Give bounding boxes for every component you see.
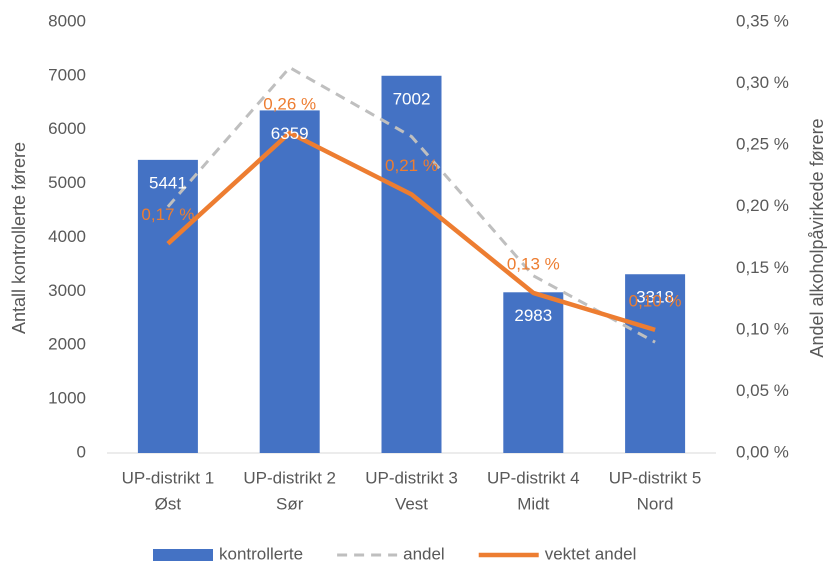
- x-tick-label: Midt: [517, 494, 549, 513]
- bar: [625, 274, 686, 453]
- x-tick-label: UP-distrikt 2: [243, 468, 336, 487]
- x-tick-label: UP-distrikt 4: [487, 468, 580, 487]
- bar-value-label: 3318: [636, 288, 674, 307]
- line-value-label: 0,21 %: [385, 156, 438, 175]
- y2-tick-label: 0,25 %: [736, 135, 789, 154]
- y2-axis-title: Andel alkoholpåvirkede førere: [807, 118, 827, 357]
- bar-value-label: 2983: [514, 306, 552, 325]
- bar-value-label: 5441: [149, 173, 187, 192]
- y2-tick-label: 0,20 %: [736, 196, 789, 215]
- x-tick-label: Sør: [276, 494, 304, 513]
- y-tick-label: 0: [77, 442, 86, 461]
- y-tick-label: 3000: [48, 281, 86, 300]
- bar: [259, 110, 320, 453]
- y-tick-label: 7000: [48, 65, 86, 84]
- line: [166, 130, 656, 333]
- y2-tick-label: 0,05 %: [736, 381, 789, 400]
- line-value-label: 0,26 %: [263, 94, 316, 113]
- x-tick-label: UP-distrikt 1: [122, 468, 215, 487]
- line-value-label: 0,13 %: [507, 254, 560, 273]
- y-tick-label: 1000: [48, 389, 86, 408]
- y2-tick-label: 0,00 %: [736, 442, 789, 461]
- line-value-label: 0,10 %: [629, 291, 682, 310]
- legend-label: andel: [403, 544, 445, 563]
- bar: [137, 159, 198, 453]
- bar-value-label: 7002: [393, 89, 431, 108]
- y2-tick-label: 0,35 %: [736, 11, 789, 30]
- legend-label: kontrollerte: [219, 544, 303, 563]
- y2-tick-label: 0,10 %: [736, 319, 789, 338]
- line-value-label: 0,17 %: [141, 205, 194, 224]
- y-axis-title: Antall kontrollerte førere: [9, 142, 29, 334]
- bar: [503, 292, 564, 453]
- x-tick-label: UP-distrikt 3: [365, 468, 458, 487]
- x-tick-label: Vest: [395, 494, 428, 513]
- x-tick-label: Nord: [637, 494, 674, 513]
- y-tick-label: 6000: [48, 119, 86, 138]
- y-tick-label: 5000: [48, 173, 86, 192]
- legend-label: vektet andel: [545, 544, 637, 563]
- y-tick-label: 8000: [48, 11, 86, 30]
- line: [166, 66, 656, 344]
- bar-value-label: 6359: [271, 124, 309, 143]
- x-tick-label: UP-distrikt 5: [609, 468, 702, 487]
- y-tick-label: 2000: [48, 335, 86, 354]
- legend-swatch: [153, 549, 213, 561]
- y2-tick-label: 0,30 %: [736, 73, 789, 92]
- bar: [381, 75, 442, 454]
- y2-tick-label: 0,15 %: [736, 258, 789, 277]
- x-tick-label: Øst: [155, 494, 182, 513]
- y-tick-label: 4000: [48, 227, 86, 246]
